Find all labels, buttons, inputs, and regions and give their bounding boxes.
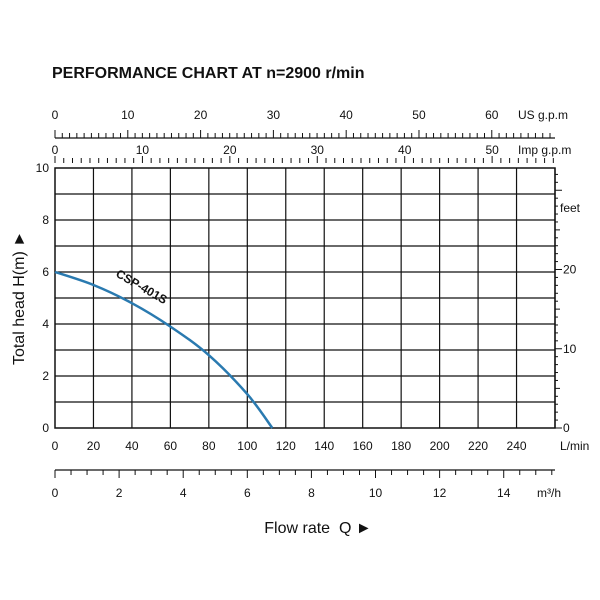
ruler-tick-label: 40 [340, 108, 354, 122]
lmin-tick-label: 40 [125, 439, 139, 453]
feet-tick-label: 0 [563, 421, 570, 435]
imp-tick-label: 40 [398, 143, 412, 157]
m3h-tick-label: 6 [244, 486, 251, 500]
plot-frame [54, 167, 556, 429]
feet-unit-label: feet [560, 201, 581, 215]
lmin-tick-label: 100 [237, 439, 257, 453]
imp-tick-label: 10 [136, 143, 150, 157]
ruler-tick-label: 20 [194, 108, 208, 122]
series-layer: CSP-401S [54, 266, 274, 429]
imp-tick-label: 50 [485, 143, 499, 157]
lmin-tick-label: 220 [468, 439, 488, 453]
m3h-tick-label: 12 [433, 486, 447, 500]
lmin-tick-label: 20 [87, 439, 101, 453]
lmin-tick-label: 60 [164, 439, 178, 453]
lmin-tick-label: 200 [430, 439, 450, 453]
ruler-tick-label: 10 [121, 108, 135, 122]
y-tick-label: 8 [42, 213, 49, 227]
left-axis: 0 2 4 6 8 10 [36, 161, 50, 435]
chart-title: PERFORMANCE CHART AT n=2900 r/min [52, 65, 364, 82]
ruler-tick-label: 0 [52, 108, 59, 122]
top-us-gpm-axis: 0 10 20 30 40 50 60 US g.p.m [52, 108, 568, 139]
m3h-tick-label: 14 [497, 486, 511, 500]
ruler-tick-label: 50 [412, 108, 426, 122]
y-axis-title: Total head H(m) ► [11, 231, 28, 365]
lmin-tick-label: 240 [507, 439, 527, 453]
m3h-tick-label: 2 [116, 486, 123, 500]
bottom-lmin-axis: 0 20 40 60 80 100 120 140 160 180 200 220 240 L/min [52, 439, 590, 453]
chart-grid [55, 168, 556, 428]
imp-tick-label: 30 [311, 143, 325, 157]
lmin-tick-label: 80 [202, 439, 216, 453]
lmin-tick-label: 120 [276, 439, 296, 453]
m3h-tick-label: 4 [180, 486, 187, 500]
series-line [54, 270, 274, 429]
m3h-tick-label: 10 [369, 486, 383, 500]
y-tick-label: 0 [42, 421, 49, 435]
feet-tick-label: 10 [563, 342, 577, 356]
y-tick-label: 10 [36, 161, 50, 175]
y-tick-label: 6 [42, 265, 49, 279]
imp-unit-label: Imp g.p.m [518, 143, 571, 157]
right-axis: 0 10 20 feet [555, 173, 581, 435]
m3h-unit-label: m³/h [537, 486, 561, 500]
bottom-m3h-axis: 0 2 4 6 8 10 12 14 m³/h [52, 469, 561, 500]
ruler-unit-label: US g.p.m [518, 108, 568, 122]
lmin-tick-label: 140 [314, 439, 334, 453]
ruler-tick-label: 60 [485, 108, 499, 122]
lmin-tick-label: 0 [52, 439, 59, 453]
imp-tick-label: 0 [52, 143, 59, 157]
lmin-unit-label: L/min [560, 439, 589, 453]
imp-tick-label: 20 [223, 143, 237, 157]
lmin-tick-label: 160 [353, 439, 373, 453]
ruler-tick-label: 30 [267, 108, 281, 122]
lmin-tick-label: 180 [391, 439, 411, 453]
top-imp-gpm-axis: 0 10 20 30 40 50 Imp g.p.m [52, 143, 571, 163]
m3h-tick-label: 8 [308, 486, 315, 500]
feet-tick-label: 20 [563, 263, 577, 277]
x-axis-title: Flow rate Q ► [264, 520, 371, 537]
m3h-tick-label: 0 [52, 486, 59, 500]
y-tick-label: 4 [42, 317, 49, 331]
y-tick-label: 2 [42, 369, 49, 383]
